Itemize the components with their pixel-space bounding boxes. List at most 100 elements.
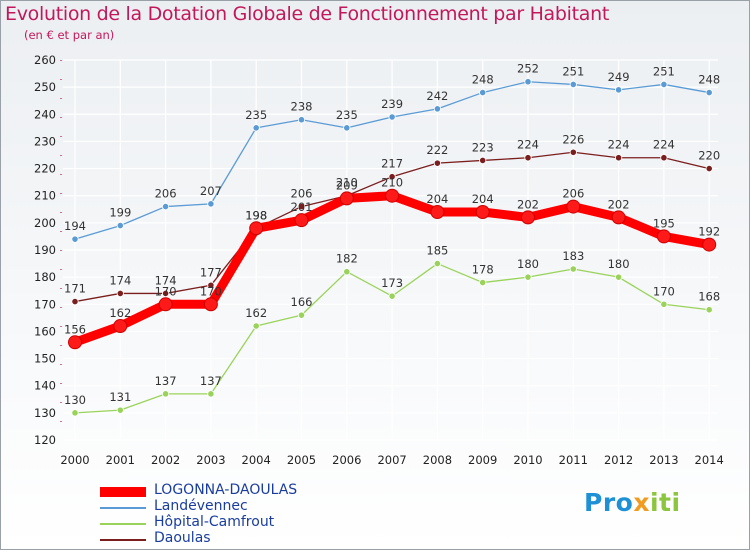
y-tick-label: 150 — [34, 352, 56, 366]
y-tick-label: 140 — [34, 379, 56, 393]
data-label-daoulas: 217 — [381, 157, 403, 171]
data-point-land-vennec — [252, 124, 260, 132]
data-label-land-vennec: 251 — [562, 64, 584, 78]
data-label-land-vennec: 235 — [336, 108, 358, 122]
data-point-logonna-daoulas — [702, 237, 717, 252]
data-point-daoulas — [207, 281, 215, 289]
data-label-land-vennec: 207 — [200, 184, 222, 198]
x-tick-label: 2005 — [287, 453, 316, 467]
data-point-land-vennec — [388, 113, 396, 121]
data-label-logonna-daoulas: 156 — [64, 322, 86, 336]
y-tick-label: 190 — [34, 243, 56, 257]
data-label-daoulas: 222 — [426, 143, 448, 157]
data-point-land-vennec — [207, 200, 215, 208]
data-label-daoulas: 210 — [336, 176, 358, 190]
data-point-land-vennec — [569, 80, 577, 89]
data-point-h-pital-camfrout — [524, 273, 532, 281]
data-label-daoulas: 174 — [155, 273, 177, 287]
data-point-daoulas — [433, 159, 441, 167]
data-point-land-vennec — [614, 86, 623, 94]
data-label-h-pital-camfrout: 131 — [109, 390, 131, 404]
data-point-logonna-daoulas — [611, 210, 626, 225]
y-tick-label: 130 — [34, 406, 56, 420]
data-point-land-vennec — [343, 124, 351, 132]
data-point-daoulas — [116, 289, 124, 298]
data-label-h-pital-camfrout: 166 — [291, 295, 313, 309]
data-label-logonna-daoulas: 202 — [608, 197, 630, 211]
data-label-logonna-daoulas: 202 — [517, 197, 539, 211]
data-point-daoulas — [162, 289, 170, 298]
data-label-h-pital-camfrout: 182 — [336, 252, 358, 266]
legend-swatch — [100, 507, 146, 509]
data-label-logonna-daoulas: 192 — [698, 225, 720, 239]
data-label-daoulas: 223 — [472, 140, 494, 154]
y-tick-label: 160 — [34, 324, 56, 338]
data-label-land-vennec: 238 — [291, 100, 313, 114]
data-label-land-vennec: 235 — [245, 108, 267, 122]
data-label-h-pital-camfrout: 170 — [653, 284, 675, 298]
data-label-logonna-daoulas: 195 — [653, 216, 675, 230]
data-label-h-pital-camfrout: 168 — [698, 290, 720, 304]
data-label-daoulas: 206 — [291, 187, 313, 201]
x-tick-label: 2014 — [695, 453, 724, 467]
y-tick-label: 170 — [34, 297, 56, 311]
data-point-logonna-daoulas — [339, 191, 354, 206]
x-tick-label: 2007 — [377, 453, 406, 467]
data-label-h-pital-camfrout: 137 — [200, 374, 222, 388]
x-tick-label: 2011 — [559, 453, 588, 467]
data-label-daoulas: 174 — [109, 273, 131, 287]
data-point-daoulas — [705, 164, 713, 173]
data-point-h-pital-camfrout — [479, 278, 487, 287]
data-point-land-vennec — [705, 88, 713, 97]
data-point-h-pital-camfrout — [705, 306, 713, 314]
logo-text-part3: iti — [649, 488, 681, 517]
data-label-land-vennec: 252 — [517, 62, 539, 76]
data-point-daoulas — [569, 148, 577, 156]
data-label-daoulas: 224 — [608, 138, 630, 152]
data-label-daoulas: 224 — [517, 138, 539, 152]
data-point-land-vennec — [297, 116, 306, 124]
data-label-land-vennec: 248 — [698, 73, 720, 87]
data-point-logonna-daoulas — [385, 188, 400, 203]
data-point-daoulas — [71, 297, 79, 306]
data-label-logonna-daoulas: 209 — [336, 178, 358, 192]
y-tick-label: 210 — [34, 189, 56, 203]
data-point-logonna-daoulas — [249, 221, 264, 236]
data-label-daoulas: 220 — [698, 149, 720, 163]
chart-title: Evolution de la Dotation Globale de Fonc… — [5, 3, 610, 25]
x-tick-label: 2003 — [196, 453, 225, 467]
y-tick-label: 230 — [34, 134, 56, 148]
data-point-daoulas — [479, 156, 487, 165]
data-label-h-pital-camfrout: 183 — [562, 249, 584, 263]
data-point-logonna-daoulas — [656, 229, 671, 244]
x-tick-label: 2000 — [60, 453, 89, 467]
data-point-logonna-daoulas — [521, 210, 535, 225]
data-point-logonna-daoulas — [566, 199, 581, 214]
data-label-daoulas: 198 — [245, 208, 267, 222]
data-label-logonna-daoulas: 206 — [562, 187, 584, 201]
proxiti-logo: Proxiti — [584, 488, 681, 517]
data-label-h-pital-camfrout: 130 — [64, 393, 86, 407]
data-point-logonna-daoulas — [294, 213, 309, 228]
data-label-land-vennec: 206 — [155, 187, 177, 201]
x-tick-label: 2001 — [106, 453, 135, 467]
x-tick-label: 2002 — [151, 453, 180, 467]
legend-label: Daoulas — [154, 530, 211, 546]
data-point-h-pital-camfrout — [71, 409, 79, 417]
data-label-land-vennec: 239 — [381, 97, 403, 111]
data-label-land-vennec: 242 — [426, 89, 448, 103]
data-point-h-pital-camfrout — [343, 268, 351, 276]
data-label-logonna-daoulas: 198 — [245, 208, 267, 222]
data-label-logonna-daoulas: 162 — [109, 306, 131, 320]
data-label-land-vennec: 199 — [109, 206, 131, 220]
data-label-land-vennec: 249 — [608, 70, 630, 84]
data-point-h-pital-camfrout — [388, 292, 396, 300]
x-tick-label: 2013 — [649, 453, 678, 467]
data-point-land-vennec — [479, 88, 487, 97]
data-point-daoulas — [297, 202, 306, 211]
data-point-logonna-daoulas — [113, 319, 128, 333]
legend-label: Landévennec — [154, 498, 248, 514]
data-point-land-vennec — [162, 202, 170, 211]
data-label-h-pital-camfrout: 173 — [381, 276, 403, 290]
data-point-logonna-daoulas — [203, 297, 218, 312]
